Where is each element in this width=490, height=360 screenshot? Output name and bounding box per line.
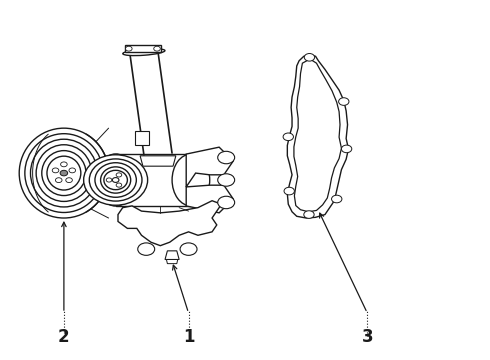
- Polygon shape: [140, 156, 176, 166]
- Circle shape: [138, 243, 155, 255]
- Polygon shape: [125, 45, 161, 52]
- Circle shape: [218, 151, 235, 164]
- Circle shape: [116, 183, 122, 187]
- Circle shape: [283, 133, 294, 141]
- Circle shape: [218, 174, 235, 186]
- Polygon shape: [186, 147, 233, 213]
- Ellipse shape: [47, 156, 81, 190]
- Circle shape: [60, 170, 68, 176]
- Circle shape: [284, 187, 294, 195]
- Circle shape: [304, 211, 314, 219]
- Polygon shape: [167, 260, 178, 264]
- Text: 2: 2: [58, 328, 70, 346]
- Text: 3: 3: [362, 328, 373, 346]
- Polygon shape: [118, 201, 221, 246]
- Polygon shape: [165, 251, 179, 260]
- Text: 1: 1: [183, 328, 195, 346]
- Circle shape: [332, 195, 342, 203]
- Circle shape: [342, 145, 352, 153]
- Circle shape: [154, 46, 160, 51]
- Circle shape: [66, 178, 73, 183]
- Circle shape: [112, 177, 119, 183]
- Polygon shape: [287, 55, 348, 218]
- Circle shape: [304, 54, 315, 61]
- Circle shape: [106, 178, 112, 182]
- Polygon shape: [294, 59, 342, 212]
- Ellipse shape: [84, 155, 147, 205]
- Circle shape: [125, 46, 132, 51]
- Circle shape: [52, 168, 59, 173]
- Circle shape: [61, 162, 67, 167]
- Circle shape: [69, 168, 75, 173]
- Circle shape: [218, 196, 235, 209]
- Circle shape: [339, 98, 349, 105]
- Circle shape: [55, 178, 62, 183]
- Ellipse shape: [19, 128, 109, 218]
- Ellipse shape: [104, 170, 127, 190]
- Ellipse shape: [123, 49, 165, 55]
- Circle shape: [116, 173, 122, 177]
- Circle shape: [180, 243, 197, 255]
- Polygon shape: [135, 131, 148, 145]
- Ellipse shape: [97, 154, 134, 206]
